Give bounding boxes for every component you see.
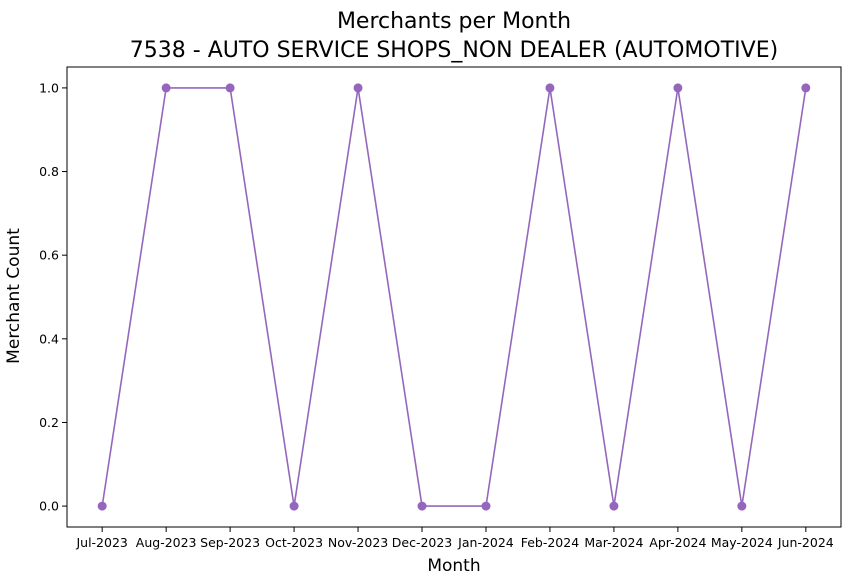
x-tick-label: Aug-2023	[136, 535, 197, 550]
data-point	[353, 83, 363, 93]
y-axis-label: Merchant Count	[4, 228, 24, 364]
y-tick-label: 0.2	[39, 415, 59, 430]
data-point	[673, 83, 683, 93]
x-tick-label: Dec-2023	[392, 535, 453, 550]
series-line	[101, 87, 807, 507]
data-point	[801, 83, 811, 93]
plot-area: 0.0 0.2 0.4 0.6 0.8 1.0 Jul-2023 Aug-2023 Sep-20…	[39, 66, 842, 550]
y-tick-label: 0.4	[39, 331, 59, 346]
data-point	[609, 501, 619, 511]
data-point	[289, 501, 299, 511]
y-tick-label: 1.0	[39, 80, 59, 95]
x-tick-label: Oct-2023	[265, 535, 323, 550]
x-tick-label: Apr-2024	[649, 535, 706, 550]
chart-subtitle: 7538 - AUTO SERVICE SHOPS_NON DEALER (AU…	[130, 38, 778, 63]
y-tick-label: 0.0	[39, 499, 59, 514]
x-tick-label: May-2024	[711, 535, 773, 550]
x-tick-label: Jul-2023	[75, 535, 127, 550]
data-point	[97, 501, 107, 511]
x-tick-label: Nov-2023	[328, 535, 388, 550]
data-point	[161, 83, 171, 93]
y-tick-label: 0.8	[39, 164, 59, 179]
x-tick-label: Feb-2024	[521, 535, 580, 550]
y-tick-label: 0.6	[39, 248, 59, 263]
chart-title: Merchants per Month	[337, 9, 571, 34]
plot-frame	[66, 66, 842, 528]
x-axis-label: Month	[427, 556, 480, 576]
data-point	[481, 501, 491, 511]
x-tick-label: Sep-2023	[200, 535, 260, 550]
data-point	[737, 501, 747, 511]
data-point	[545, 83, 555, 93]
data-point	[417, 501, 427, 511]
data-point	[225, 83, 235, 93]
x-tick-label: Jan-2024	[457, 535, 514, 550]
x-tick-label: Jun-2024	[777, 535, 834, 550]
x-tick-label: Mar-2024	[584, 535, 643, 550]
